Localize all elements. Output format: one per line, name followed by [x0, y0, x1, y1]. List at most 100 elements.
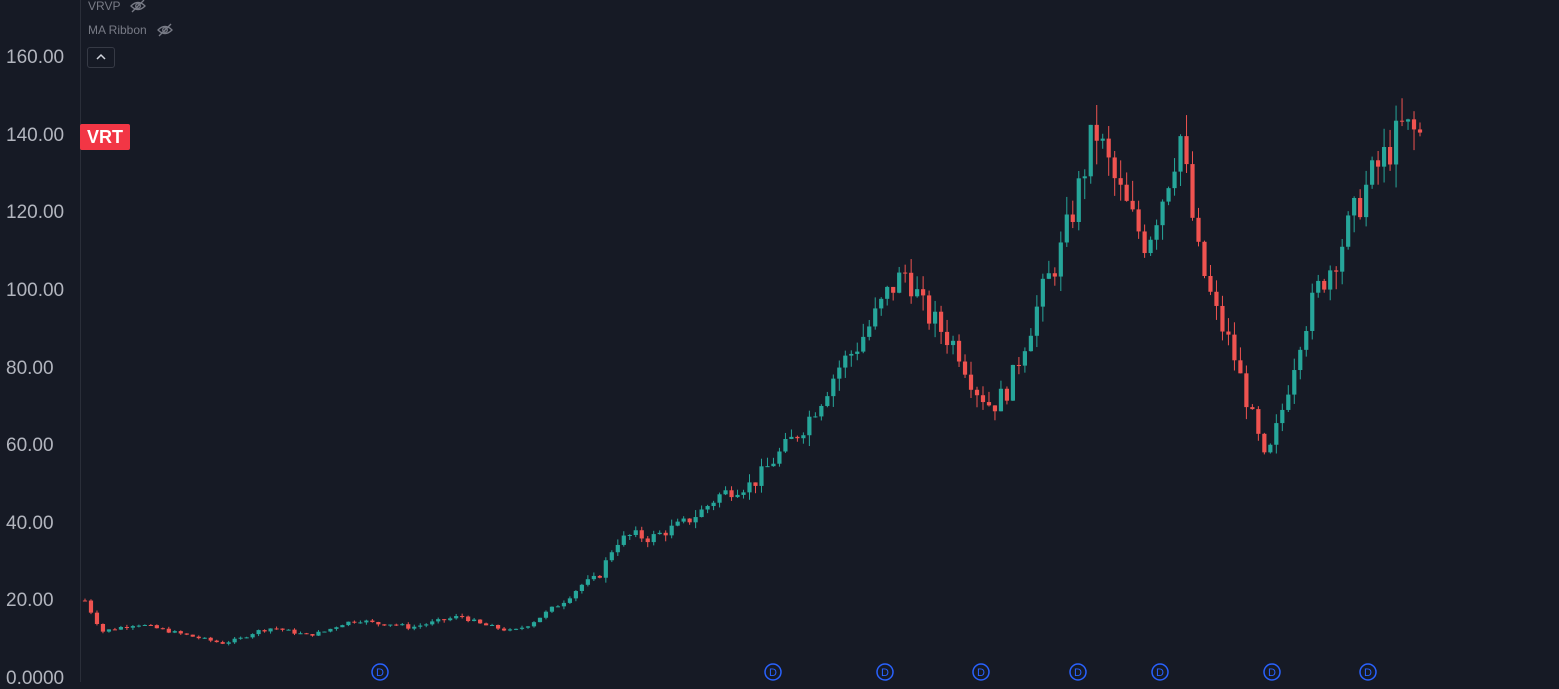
candle — [1028, 328, 1033, 352]
candle — [627, 534, 632, 540]
candle — [938, 305, 944, 345]
candle — [747, 474, 752, 500]
dividend-marker[interactable]: D — [1263, 663, 1281, 681]
candle — [723, 486, 728, 496]
candle — [250, 633, 255, 639]
candle — [519, 625, 525, 631]
candle — [112, 627, 118, 631]
candle — [358, 620, 363, 624]
candle — [765, 457, 770, 468]
indicator-legend: VRVP MA Ribbon — [88, 0, 173, 42]
candle — [292, 628, 297, 636]
dividend-marker[interactable]: D — [972, 663, 990, 681]
y-tick: 120.00 — [6, 202, 65, 223]
candle — [537, 617, 543, 623]
candle — [962, 354, 968, 378]
candle — [448, 616, 453, 622]
candle — [639, 526, 644, 542]
dividend-marker-label: D — [881, 667, 889, 679]
candle — [1226, 318, 1231, 346]
candle — [232, 636, 237, 644]
candle — [256, 629, 261, 637]
candle — [597, 574, 602, 579]
candle — [986, 391, 992, 407]
candle — [298, 631, 303, 635]
candle — [322, 631, 327, 633]
candle — [753, 482, 758, 494]
candle — [693, 510, 698, 529]
candle — [184, 633, 189, 636]
dividend-marker[interactable]: D — [1069, 663, 1087, 681]
dividend-marker[interactable]: D — [1359, 663, 1377, 681]
candle — [1393, 105, 1399, 188]
candle — [1352, 196, 1357, 233]
candle — [142, 624, 147, 627]
dividend-marker[interactable]: D — [1151, 663, 1169, 681]
candle — [1346, 211, 1351, 250]
dividend-marker[interactable]: D — [371, 663, 389, 681]
candle — [687, 518, 692, 525]
candle — [980, 386, 986, 410]
dividend-marker-label: D — [376, 667, 384, 679]
eye-off-icon[interactable] — [156, 22, 173, 38]
candle — [789, 429, 794, 440]
candle — [1399, 98, 1405, 127]
candle — [531, 621, 537, 628]
candle — [1082, 169, 1087, 200]
candle — [759, 458, 764, 493]
candle — [998, 380, 1004, 412]
candle — [579, 583, 584, 594]
legend-item-vrvp[interactable]: VRVP — [88, 0, 173, 18]
candle — [1034, 295, 1039, 348]
candle — [1202, 240, 1207, 279]
candle — [1208, 264, 1213, 296]
candle — [1376, 150, 1381, 185]
candle — [376, 621, 381, 627]
candle — [1094, 105, 1099, 165]
candle — [1286, 385, 1291, 413]
candle — [1244, 365, 1249, 420]
candle — [501, 626, 507, 632]
candle — [1381, 128, 1387, 183]
candle — [1118, 160, 1123, 201]
y-tick: 160.00 — [6, 47, 65, 68]
candle — [1250, 404, 1255, 410]
candle — [1322, 278, 1327, 293]
candle — [388, 624, 393, 627]
candle — [795, 435, 800, 442]
dividend-marker-label: D — [1364, 667, 1372, 679]
dividend-marker[interactable]: D — [876, 663, 894, 681]
candle — [651, 530, 656, 546]
dividend-marker-label: D — [769, 667, 777, 679]
eye-off-icon[interactable] — [130, 0, 147, 14]
candle — [1052, 267, 1057, 286]
candle — [549, 606, 555, 613]
candle — [891, 286, 896, 301]
collapse-legend-button[interactable] — [87, 47, 115, 68]
price-axis: 160.00 140.00 120.00 100.00 80.00 60.00 … — [0, 0, 81, 689]
candle — [148, 623, 153, 626]
candle — [1040, 273, 1045, 322]
candle — [903, 264, 908, 283]
candle — [1010, 364, 1016, 401]
candle — [226, 640, 231, 646]
candle — [885, 285, 890, 306]
candle — [968, 361, 974, 398]
candle — [1178, 134, 1183, 186]
candle — [466, 615, 471, 623]
candle — [118, 625, 124, 630]
candle — [268, 628, 273, 634]
candle — [1417, 122, 1423, 137]
candle — [1316, 274, 1321, 298]
candle — [1411, 111, 1417, 151]
candle — [1154, 219, 1159, 250]
candle — [585, 575, 590, 587]
candle — [1334, 266, 1339, 290]
candle — [897, 266, 902, 294]
candle — [825, 391, 830, 408]
y-tick: 140.00 — [6, 125, 65, 146]
candle — [1022, 347, 1027, 373]
legend-item-ma-ribbon[interactable]: MA Ribbon — [88, 18, 173, 42]
dividend-marker[interactable]: D — [764, 663, 782, 681]
